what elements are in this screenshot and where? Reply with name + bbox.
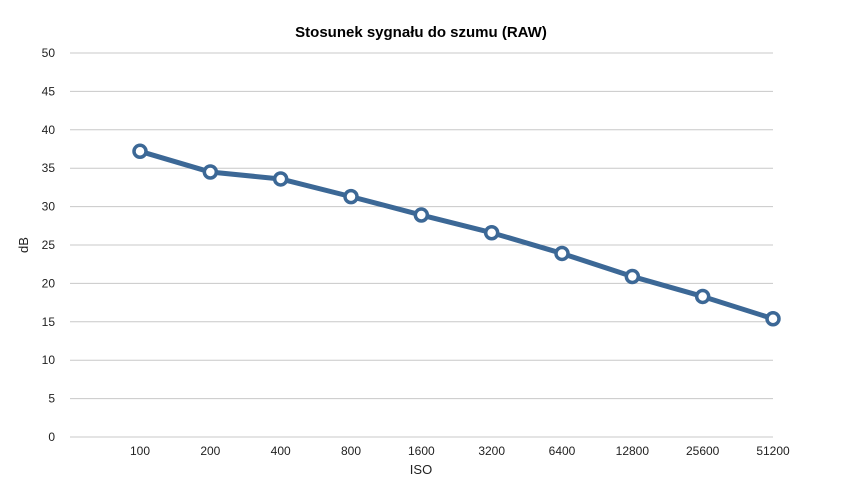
gridlines bbox=[70, 52, 773, 438]
y-tick-label: 20 bbox=[42, 276, 56, 290]
y-tick-label: 35 bbox=[42, 161, 56, 175]
data-point bbox=[765, 310, 781, 327]
y-tick-label: 30 bbox=[42, 200, 56, 214]
x-tick-label: 100 bbox=[130, 444, 150, 458]
x-tick-label: 51200 bbox=[756, 444, 790, 458]
data-point bbox=[694, 288, 711, 305]
y-tick-label: 0 bbox=[48, 430, 55, 444]
x-tick-label: 400 bbox=[271, 444, 291, 458]
x-tick-label: 3200 bbox=[478, 444, 505, 458]
series-layer bbox=[132, 143, 781, 327]
data-point bbox=[343, 188, 359, 205]
data-point bbox=[624, 268, 641, 285]
data-point bbox=[413, 207, 430, 223]
x-axis-label: ISO bbox=[410, 462, 432, 477]
x-tick-label: 25600 bbox=[686, 444, 720, 458]
y-tick-label: 5 bbox=[48, 392, 55, 406]
data-point bbox=[272, 171, 289, 187]
x-tick-label: 12800 bbox=[616, 444, 650, 458]
x-tick-labels: 100 200 400 800 1600 3200 6400 12800 25600 51200 bbox=[130, 444, 790, 458]
data-point bbox=[132, 143, 148, 160]
x-tick-label: 6400 bbox=[549, 444, 576, 458]
series-line bbox=[137, 148, 776, 322]
data-point bbox=[554, 245, 570, 262]
y-tick-label: 40 bbox=[42, 123, 56, 137]
x-tick-label: 800 bbox=[341, 444, 361, 458]
y-axis-label: dB bbox=[16, 237, 31, 253]
x-tick-label: 1600 bbox=[408, 444, 435, 458]
y-tick-label: 50 bbox=[42, 46, 56, 60]
x-tick-label: 200 bbox=[200, 444, 220, 458]
chart-title: Stosunek sygnału do szumu (RAW) bbox=[295, 24, 547, 41]
y-tick-label: 25 bbox=[42, 238, 56, 252]
y-tick-label: 10 bbox=[42, 353, 56, 367]
y-tick-label: 45 bbox=[42, 84, 56, 98]
data-point bbox=[202, 164, 219, 180]
y-tick-labels: 0 5 10 15 20 25 30 35 40 45 50 bbox=[42, 46, 56, 444]
data-point bbox=[483, 224, 500, 241]
y-tick-label: 15 bbox=[42, 315, 56, 329]
